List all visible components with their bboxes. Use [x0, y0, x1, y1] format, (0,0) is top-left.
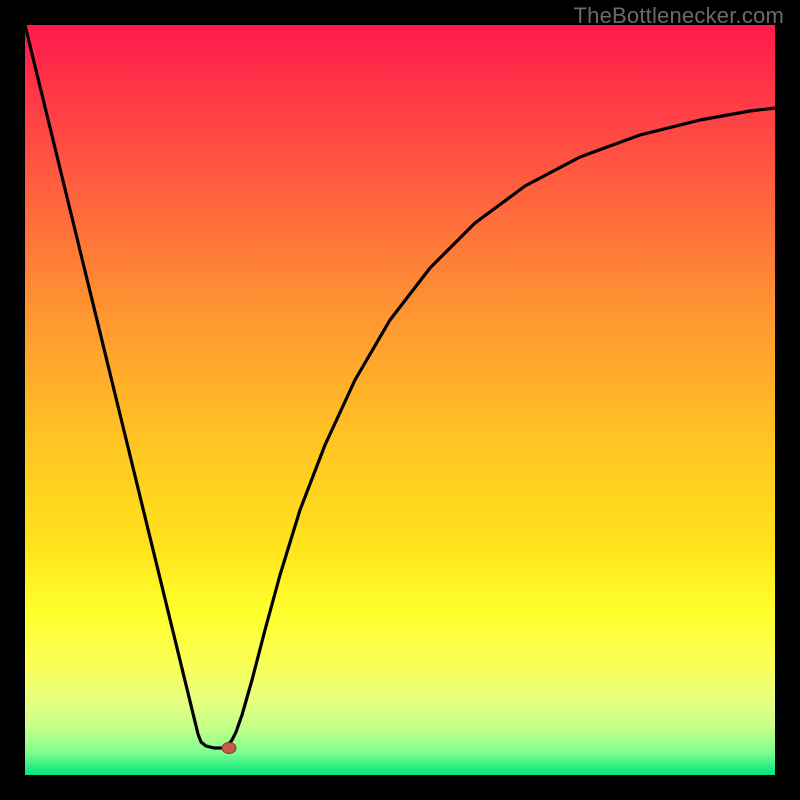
watermark-text: TheBottlenecker.com	[574, 3, 784, 29]
frame-bottom	[0, 775, 800, 800]
frame-left	[0, 0, 25, 800]
frame-right	[775, 0, 800, 800]
optimal-point-marker	[222, 743, 236, 754]
chart-background	[25, 25, 775, 775]
bottleneck-chart	[0, 0, 800, 800]
